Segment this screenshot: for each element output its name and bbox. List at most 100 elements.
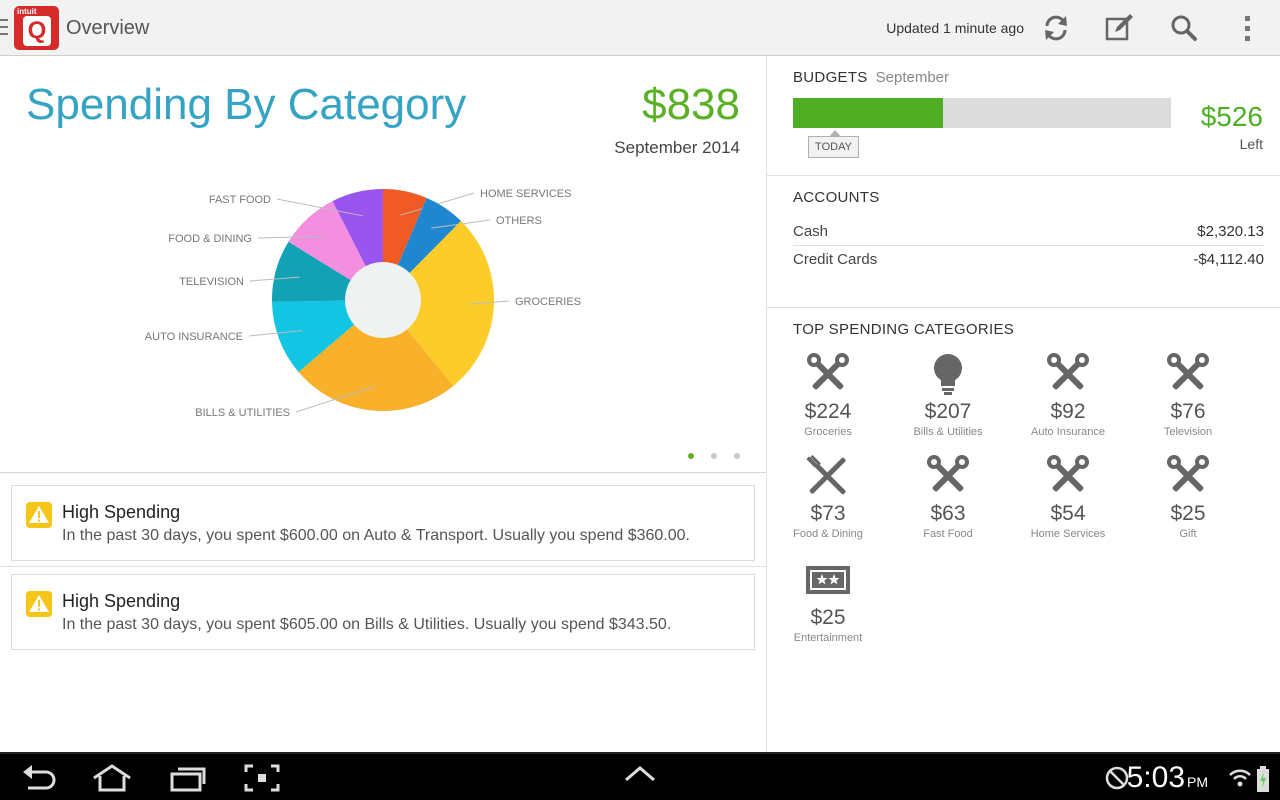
tools-icon <box>927 455 969 492</box>
refresh-icon[interactable] <box>1040 12 1072 44</box>
logo-brand-text: intuit <box>17 7 37 16</box>
category-amount: $224 <box>804 400 852 423</box>
account-balance: $2,320.13 <box>1197 223 1264 240</box>
tools-icon <box>1047 353 1089 390</box>
category-amount: $25 <box>1170 502 1206 525</box>
pie-slice[interactable] <box>298 300 454 411</box>
category-tile[interactable]: $25 Gift <box>1143 454 1233 540</box>
pie-slice[interactable] <box>383 220 494 386</box>
pie-slice-label: BILLS & UTILITIES <box>195 407 290 419</box>
pie-leader-line <box>295 385 376 413</box>
tools-icon <box>807 353 849 390</box>
category-tile[interactable]: $224 Groceries <box>783 352 873 438</box>
chevron-up-icon[interactable] <box>624 764 656 784</box>
spending-pie-chart[interactable]: HOME SERVICES OTHERS GROCERIES BILLS & UTIL… <box>0 160 766 430</box>
search-icon[interactable] <box>1168 12 1200 44</box>
page-title: Overview <box>66 17 150 39</box>
divider <box>0 566 766 567</box>
pie-slice-label: FOOD & DINING <box>168 233 252 245</box>
action-bar: intuit Q Overview Updated 1 minute ago <box>0 0 1280 56</box>
pager-dot[interactable] <box>734 453 740 459</box>
clock-ampm: PM <box>1187 774 1208 790</box>
category-label: Bills & Utilities <box>913 426 983 438</box>
alert-card[interactable]: High Spending In the past 30 days, you s… <box>11 485 755 561</box>
account-balance: -$4,112.40 <box>1193 251 1264 268</box>
system-nav-bar: 5:03 PM <box>0 752 1280 800</box>
fork-knife-icon <box>806 455 846 495</box>
home-icon[interactable] <box>92 764 132 792</box>
alert-card[interactable]: High Spending In the past 30 days, you s… <box>11 574 755 650</box>
drawer-menu-icon[interactable] <box>0 19 10 37</box>
category-label: Fast Food <box>923 528 973 540</box>
wifi-icon <box>1229 769 1251 787</box>
category-tile[interactable]: $25 Entertainment <box>783 558 873 644</box>
account-name: Credit Cards <box>793 251 878 268</box>
account-row-cash[interactable]: Cash $2,320.13 <box>793 219 1264 247</box>
account-row-credit-cards[interactable]: Credit Cards -$4,112.40 <box>793 247 1264 275</box>
pie-slice-label: TELEVISION <box>179 276 244 288</box>
pie-slice-label: OTHERS <box>496 215 542 227</box>
category-tile[interactable]: $63 Fast Food <box>903 454 993 540</box>
pie-leader-line <box>469 300 510 305</box>
category-amount: $63 <box>930 502 966 525</box>
category-amount: $76 <box>1170 400 1206 423</box>
overflow-menu-icon[interactable] <box>1232 12 1264 44</box>
category-label: Home Services <box>1030 528 1106 540</box>
last-updated-text: Updated 1 minute ago <box>886 20 1024 36</box>
today-marker: TODAY <box>808 136 859 158</box>
category-tile[interactable]: $76 Television <box>1143 352 1233 438</box>
edit-icon[interactable] <box>1103 12 1135 44</box>
budgets-header[interactable]: BUDGETS September <box>793 69 949 86</box>
divider <box>0 472 766 473</box>
chart-period: September 2014 <box>614 138 740 157</box>
pie-slice-label: HOME SERVICES <box>480 188 572 200</box>
clock-time: 5:03 <box>1126 761 1185 794</box>
tools-icon <box>1047 455 1089 492</box>
data-saver-icon <box>1105 766 1129 790</box>
chart-title: Spending By Category <box>26 80 467 129</box>
logo-letter: Q <box>23 16 51 46</box>
recent-apps-icon[interactable] <box>168 764 208 792</box>
back-icon[interactable] <box>20 764 58 792</box>
category-label: Gift <box>1179 528 1197 540</box>
category-amount: $207 <box>924 400 972 423</box>
category-label: Groceries <box>804 426 852 438</box>
lightbulb-icon <box>934 354 962 395</box>
budgets-title: BUDGETS <box>793 69 868 86</box>
budget-progress-bar[interactable] <box>793 98 1171 128</box>
alert-body: In the past 30 days, you spent $605.00 o… <box>62 616 672 633</box>
app-logo[interactable]: intuit Q <box>14 6 59 50</box>
category-label: Entertainment <box>793 632 863 644</box>
category-amount: $54 <box>1050 502 1086 525</box>
pie-leader-line <box>276 198 363 217</box>
budget-left-amount: $526 <box>1200 101 1263 132</box>
spending-total: $838 <box>642 80 740 129</box>
accounts-title: ACCOUNTS <box>793 189 880 206</box>
budgets-month: September <box>875 69 949 86</box>
warning-icon <box>26 502 52 528</box>
category-tile[interactable]: $207 Bills & Utilities <box>903 352 993 438</box>
battery-icon <box>1257 766 1269 792</box>
pager-dots <box>688 446 757 464</box>
category-label: Auto Insurance <box>1031 426 1105 438</box>
screenshot-icon[interactable] <box>244 764 280 792</box>
category-amount: $25 <box>810 606 846 629</box>
category-tile[interactable]: $73 Food & Dining <box>783 454 873 540</box>
category-label: Television <box>1163 426 1213 438</box>
pager-dot[interactable] <box>688 453 694 459</box>
pie-leader-line <box>248 330 303 337</box>
divider <box>793 245 1264 246</box>
category-amount: $92 <box>1050 400 1086 423</box>
alert-title: High Spending <box>62 502 181 522</box>
pane-divider <box>766 56 767 752</box>
account-name: Cash <box>793 223 829 240</box>
divider <box>767 307 1280 308</box>
category-label: Food & Dining <box>793 528 863 540</box>
category-tile[interactable]: $54 Home Services <box>1023 454 1113 540</box>
tools-icon <box>1167 353 1209 390</box>
donut-hole <box>345 262 421 338</box>
pager-dot[interactable] <box>711 453 717 459</box>
budget-left-label: Left <box>1239 136 1263 152</box>
ticket-icon <box>806 566 850 594</box>
category-tile[interactable]: $92 Auto Insurance <box>1023 352 1113 438</box>
